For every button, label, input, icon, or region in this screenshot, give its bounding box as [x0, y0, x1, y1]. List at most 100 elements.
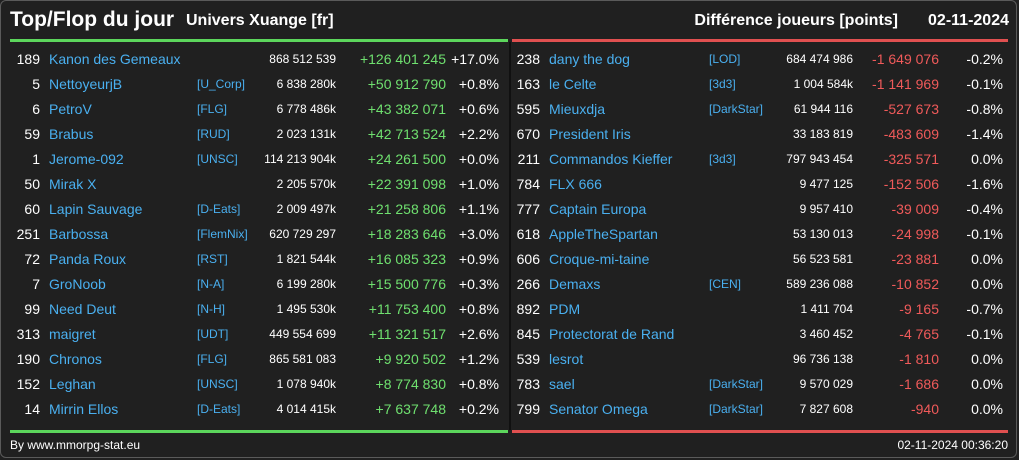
percent-change: -0.1%	[966, 76, 1003, 92]
alliance-tag-link[interactable]: [LOD]	[709, 52, 741, 66]
percent-change: -0.1%	[966, 226, 1003, 242]
points-difference: +7 637 748	[375, 401, 446, 417]
points-difference: +21 258 806	[367, 201, 446, 217]
player-name-link[interactable]: GroNoob	[49, 276, 106, 292]
player-name-link[interactable]: sael	[549, 376, 575, 392]
player-points: 56 523 581	[792, 252, 853, 266]
player-name-link[interactable]: PDM	[549, 301, 581, 317]
player-name-link[interactable]: maigret	[49, 326, 96, 342]
alliance-tag-link[interactable]: [FLG]	[197, 102, 228, 116]
alliance-tag-link[interactable]: [DarkStar]	[709, 402, 764, 416]
player-rank: 1	[32, 151, 40, 167]
bottom-bar-green	[10, 430, 508, 433]
alliance-tag-link[interactable]: [N-H]	[197, 302, 225, 316]
alliance-tag-link[interactable]: [RST]	[197, 252, 228, 266]
alliance-tag-link[interactable]: [UNSC]	[197, 377, 238, 391]
player-name-link[interactable]: dany the dog	[549, 51, 630, 67]
player-rank: 313	[16, 326, 40, 342]
player-rank: 163	[516, 76, 540, 92]
alliance-tag-link[interactable]: [3d3]	[709, 77, 736, 91]
player-name-link[interactable]: le Celte	[549, 76, 597, 92]
table-row: 238 dany the dog [LOD] 684 474 986 -1 649 07…	[510, 47, 1010, 72]
percent-change: -0.2%	[966, 51, 1003, 67]
player-name-link[interactable]: Mieuxdja	[549, 101, 606, 117]
player-name-link[interactable]: Demaxs	[549, 276, 601, 292]
player-rank: 238	[516, 51, 540, 67]
player-name-link[interactable]: Barbossa	[49, 226, 109, 242]
player-name-link[interactable]: NettoyeurjB	[49, 76, 123, 92]
table-row: 189 Kanon des Gemeaux 868 512 539 +126 401 …	[10, 47, 510, 72]
points-difference: +18 283 646	[367, 226, 446, 242]
player-name-link[interactable]: Brabus	[49, 126, 94, 142]
alliance-tag-link[interactable]: [D-Eats]	[197, 202, 241, 216]
player-rank: 7	[32, 276, 40, 292]
alliance-tag-link[interactable]: [FlemNix]	[197, 227, 248, 241]
percent-change: +0.9%	[458, 251, 499, 267]
table-row: 5 NettoyeurjB [U_Corp] 6 838 280k +50 912 79…	[10, 72, 510, 97]
percent-change: -0.7%	[966, 301, 1003, 317]
player-name-link[interactable]: Captain Europa	[549, 201, 647, 217]
player-points: 9 570 029	[799, 377, 853, 391]
player-name-link[interactable]: Mirak X	[49, 176, 97, 192]
player-name-link[interactable]: Jerome-092	[49, 151, 124, 167]
player-name-link[interactable]: Need Deut	[49, 301, 116, 317]
percent-change: 0.0%	[971, 276, 1003, 292]
player-name-link[interactable]: lesrot	[549, 351, 584, 367]
percent-change: +0.8%	[458, 76, 499, 92]
player-name-link[interactable]: Panda Roux	[49, 251, 127, 267]
table-row: 152 Leghan [UNSC] 1 078 940k +8 774 830 +0.8%	[10, 372, 510, 397]
player-name-link[interactable]: Mirrin Ellos	[49, 401, 119, 417]
player-name-link[interactable]: President Iris	[549, 126, 631, 142]
points-difference: -940	[910, 401, 939, 417]
percent-change: -0.4%	[966, 201, 1003, 217]
points-difference: +15 500 776	[367, 276, 446, 292]
alliance-tag-link[interactable]: [UDT]	[197, 327, 229, 341]
points-difference: +50 912 790	[367, 76, 446, 92]
percent-change: -0.8%	[966, 101, 1003, 117]
table-row: 211 Commandos Kieffer [3d3] 797 943 454 -325…	[510, 147, 1010, 172]
player-name-link[interactable]: PetroV	[49, 101, 92, 117]
player-name-link[interactable]: Kanon des Gemeaux	[49, 51, 181, 67]
alliance-tag-link[interactable]: [3d3]	[709, 152, 736, 166]
table-row: 59 Brabus [RUD] 2 023 131k +42 713 524 +2.2%	[10, 122, 510, 147]
points-difference: +9 920 502	[375, 351, 446, 367]
player-name-link[interactable]: AppleTheSpartan	[549, 226, 658, 242]
points-difference: +22 391 098	[367, 176, 446, 192]
table-row: 1 Jerome-092 [UNSC] 114 213 904k +24 261 500…	[10, 147, 510, 172]
alliance-tag-link[interactable]: [RUD]	[197, 127, 230, 141]
player-name-link[interactable]: Chronos	[49, 351, 102, 367]
player-rank: 251	[16, 226, 40, 242]
player-rank: 99	[24, 301, 40, 317]
alliance-tag-link[interactable]: [CEN]	[709, 277, 742, 291]
points-difference: -4 765	[899, 326, 939, 342]
player-name-link[interactable]: FLX 666	[549, 176, 602, 192]
points-difference: -483 609	[883, 126, 939, 142]
player-name-link[interactable]: Senator Omega	[549, 401, 648, 417]
points-difference: -9 165	[899, 301, 939, 317]
player-name-link[interactable]: Lapin Sauvage	[49, 201, 143, 217]
player-points: 449 554 699	[269, 327, 336, 341]
table-row: 777 Captain Europa 9 957 410 -39 009 -0.4%	[510, 197, 1010, 222]
player-name-link[interactable]: Commandos Kieffer	[549, 151, 673, 167]
percent-change: 0.0%	[971, 401, 1003, 417]
player-name-link[interactable]: Protectorat de Rand	[549, 326, 675, 342]
player-rank: 618	[516, 226, 540, 242]
alliance-tag-link[interactable]: [D-Eats]	[197, 402, 241, 416]
percent-change: +17.0%	[451, 51, 499, 67]
table-row: 539 lesrot 96 736 138 -1 810 0.0%	[510, 347, 1010, 372]
alliance-tag-link[interactable]: [FLG]	[197, 352, 228, 366]
alliance-tag-link[interactable]: [UNSC]	[197, 152, 238, 166]
points-difference: +43 382 071	[367, 101, 446, 117]
player-name-link[interactable]: Leghan	[49, 376, 96, 392]
alliance-tag-link[interactable]: [DarkStar]	[709, 102, 764, 116]
player-name-link[interactable]: Croque-mi-taine	[549, 251, 650, 267]
alliance-tag-link[interactable]: [U_Corp]	[197, 77, 246, 91]
player-rank: 14	[24, 401, 40, 417]
alliance-tag-link[interactable]: [N-A]	[197, 277, 225, 291]
points-difference: +11 321 517	[368, 326, 446, 342]
footer-credit[interactable]: By www.mmorpg-stat.eu	[10, 438, 141, 452]
table-row: 99 Need Deut [N-H] 1 495 530k +11 753 400 +0.…	[10, 297, 510, 322]
points-difference: +8 774 830	[375, 376, 446, 392]
alliance-tag-link[interactable]: [DarkStar]	[709, 377, 764, 391]
percent-change: +1.0%	[458, 176, 499, 192]
